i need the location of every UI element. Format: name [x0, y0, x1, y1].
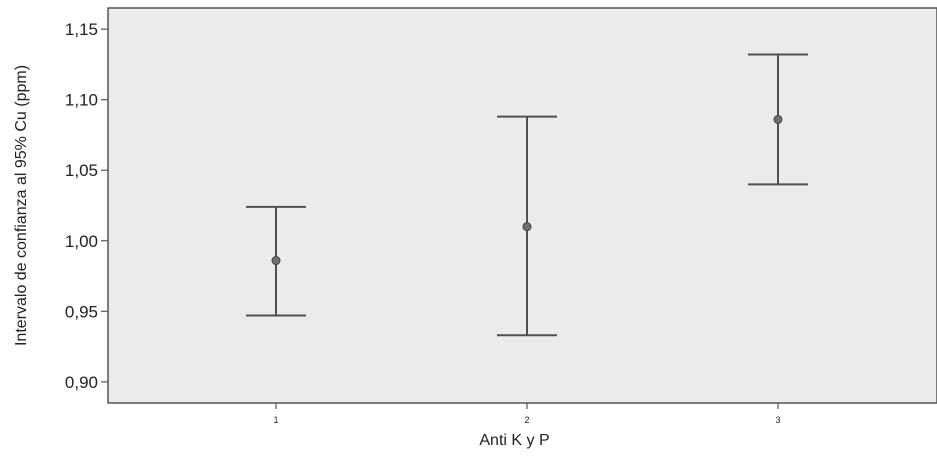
x-tick-label: 1	[273, 415, 278, 425]
x-axis-title: Anti K y P	[479, 432, 549, 449]
x-tick-label: 2	[524, 415, 529, 425]
x-tick-label: 3	[775, 415, 780, 425]
y-axis: 0,90 0,95 1,00 1,05 1,10 1,15	[65, 20, 108, 392]
mean-point	[522, 222, 532, 232]
y-tick-label: 0,90	[65, 373, 98, 392]
error-bars	[246, 53, 808, 337]
error-bar	[748, 53, 808, 186]
y-tick-label: 1,00	[65, 232, 98, 251]
error-bar	[497, 115, 557, 337]
y-axis-title: Intervalo de confianza al 95% Cu (ppm)	[13, 65, 30, 346]
error-bar	[246, 205, 306, 317]
plot-area	[107, 7, 937, 404]
x-axis: 1 2 3	[273, 403, 781, 425]
y-tick-label: 0,95	[65, 302, 98, 321]
mean-point	[271, 256, 281, 266]
y-tick-label: 1,10	[65, 91, 98, 110]
y-tick-label: 1,15	[65, 20, 98, 39]
mean-point	[773, 114, 783, 124]
y-tick-label: 1,05	[65, 161, 98, 180]
